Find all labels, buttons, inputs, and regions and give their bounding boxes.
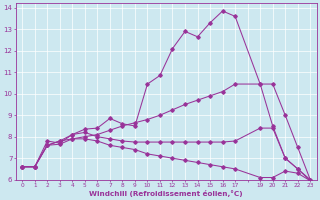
X-axis label: Windchill (Refroidissement éolien,°C): Windchill (Refroidissement éolien,°C): [89, 190, 243, 197]
